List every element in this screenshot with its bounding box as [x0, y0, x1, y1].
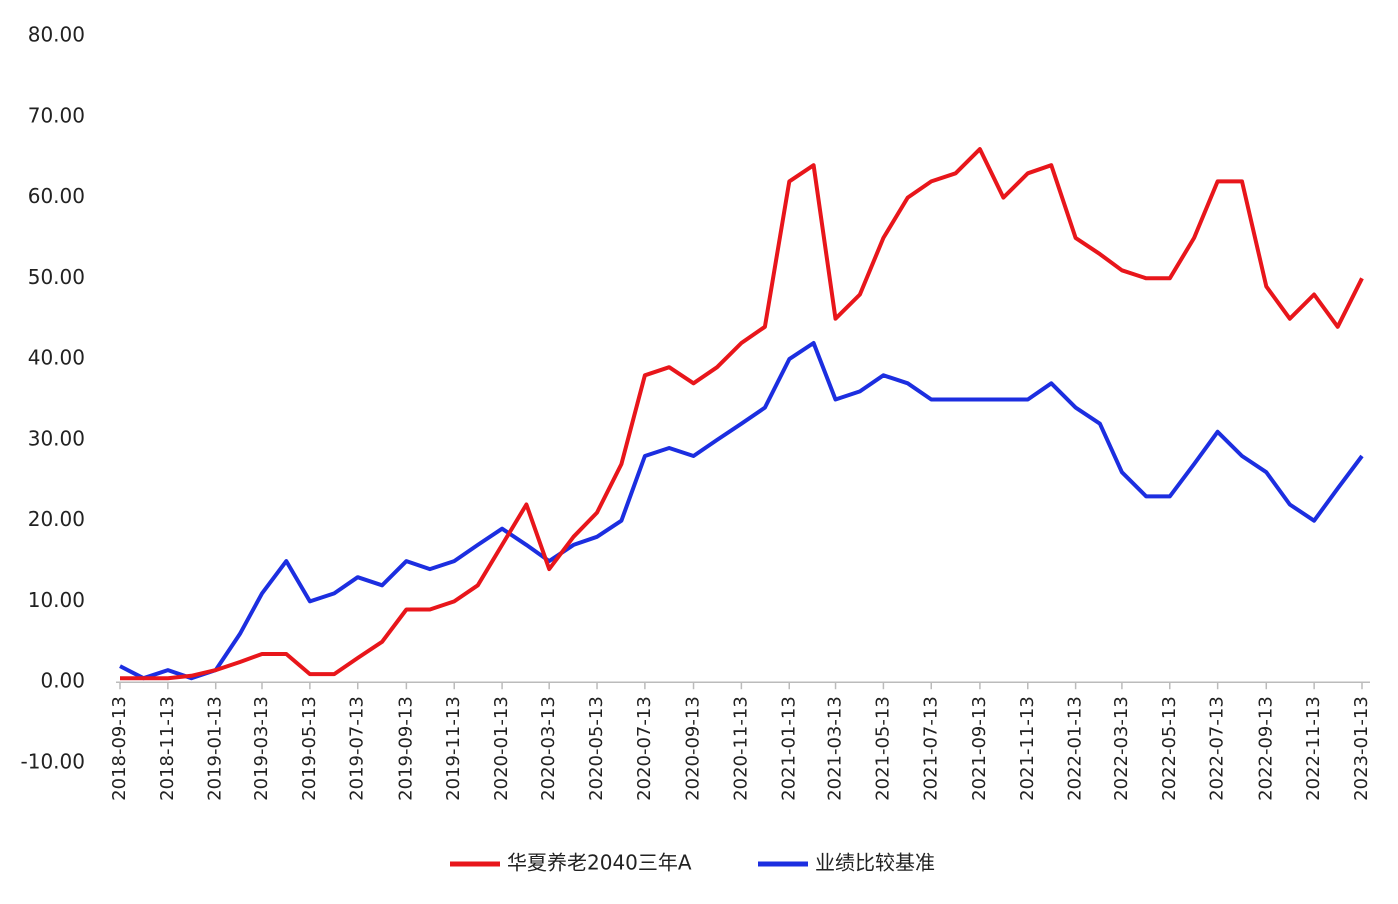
x-tick-label: 2021-07-13: [920, 696, 941, 801]
legend-label: 业绩比较基准: [815, 851, 935, 875]
y-tick-label: 20.00: [28, 507, 85, 531]
x-tick-label: 2022-01-13: [1065, 696, 1086, 801]
series-line: [119, 341, 1364, 681]
x-tick-label: 2020-11-13: [730, 696, 751, 801]
series-line: [120, 147, 1364, 681]
x-tick-label: 2022-05-13: [1159, 696, 1180, 801]
x-tick-label: 2019-11-13: [443, 696, 464, 801]
y-tick-label: 0.00: [40, 669, 85, 693]
x-tick-label: 2019-07-13: [347, 696, 368, 801]
y-tick-label: 60.00: [28, 184, 85, 208]
x-tick-label: 2022-11-13: [1303, 696, 1324, 801]
legend-label: 华夏养老2040三年A: [507, 851, 692, 875]
x-tick-label: 2020-03-13: [538, 696, 559, 801]
x-tick-label: 2022-09-13: [1255, 696, 1276, 801]
x-tick-label: 2021-03-13: [825, 696, 846, 801]
x-tick-label: 2019-09-13: [395, 696, 416, 801]
y-tick-label: 30.00: [28, 426, 85, 450]
x-tick-label: 2021-09-13: [969, 696, 990, 801]
y-tick-label: 50.00: [28, 265, 85, 289]
x-tick-label: 2021-01-13: [778, 696, 799, 801]
x-tick-label: 2019-03-13: [251, 696, 272, 801]
y-tick-label: 80.00: [28, 23, 85, 47]
x-tick-label: 2018-09-13: [109, 696, 130, 801]
x-tick-label: 2019-01-13: [205, 696, 226, 801]
y-tick-label: -10.00: [21, 750, 85, 774]
x-tick-label: 2022-07-13: [1207, 696, 1228, 801]
x-tick-label: 2020-01-13: [491, 696, 512, 801]
y-tick-label: 10.00: [28, 588, 85, 612]
x-tick-label: 2020-05-13: [586, 696, 607, 801]
x-tick-label: 2020-09-13: [683, 696, 704, 801]
x-tick-label: 2020-07-13: [634, 696, 655, 801]
x-tick-label: 2021-05-13: [872, 696, 893, 801]
x-tick-label: 2019-05-13: [299, 696, 320, 801]
x-tick-label: 2022-03-13: [1111, 696, 1132, 801]
x-tick-label: 2021-11-13: [1017, 696, 1038, 801]
x-tick-label: 2018-11-13: [157, 696, 178, 801]
x-tick-label: 2023-01-13: [1351, 696, 1372, 801]
y-tick-label: 40.00: [28, 346, 85, 370]
y-tick-label: 70.00: [28, 103, 85, 127]
